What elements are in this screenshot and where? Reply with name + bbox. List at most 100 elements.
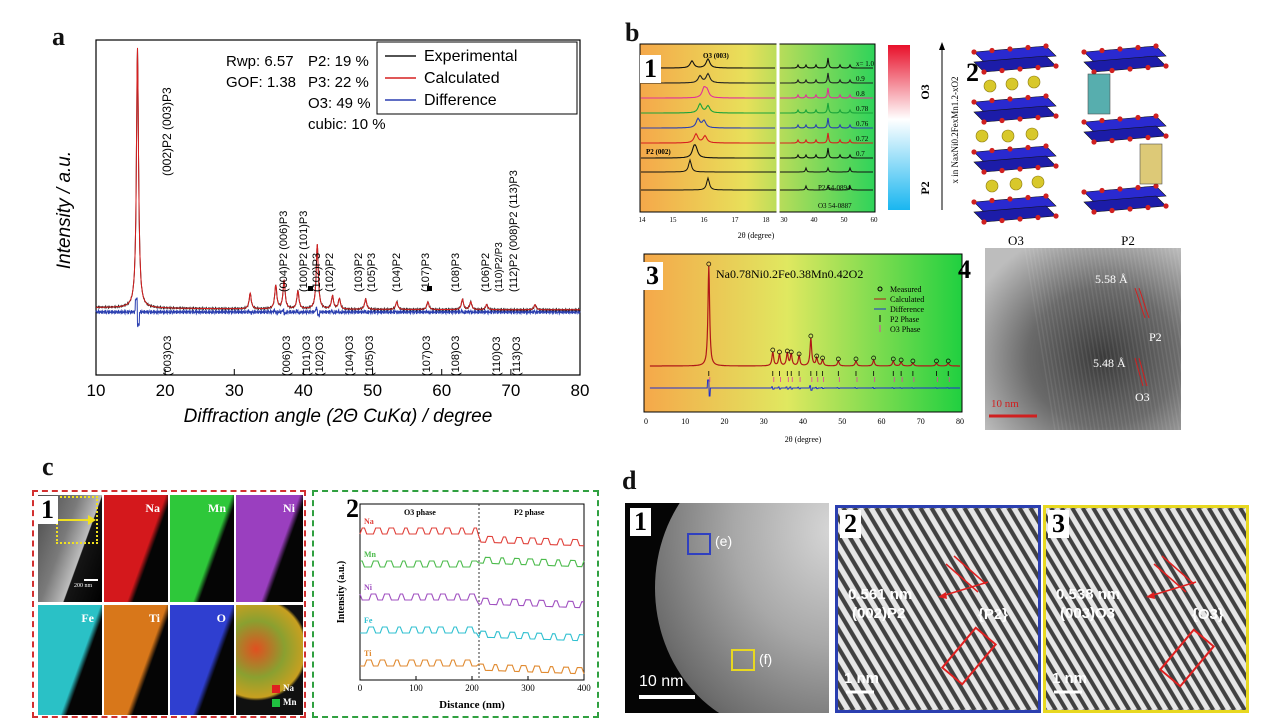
c1-number: 1: [37, 496, 58, 524]
na-atom: [1031, 175, 1045, 189]
oxygen-atom: [1017, 66, 1023, 72]
b1-tick-label: 18: [763, 216, 771, 224]
b3-measured-point: [820, 355, 825, 361]
lattice-fringe: [1164, 248, 1181, 350]
b3-measured-point: [706, 261, 712, 267]
oxygen-atom: [1007, 196, 1013, 202]
lattice-fringe-dark: [962, 508, 1038, 636]
oxygen-atom: [999, 67, 1005, 74]
lattice-fringe: [838, 508, 961, 710]
oxygen-atom: [1127, 136, 1133, 142]
lattice-fringe: [1011, 508, 1038, 554]
b1-sample-curve-high: [780, 147, 873, 159]
lattice-fringe-dark: [874, 508, 999, 710]
lattice-fringe: [1080, 248, 1112, 430]
lattice-fringe: [838, 651, 873, 710]
peak-label-108o3: (108)O3: [450, 336, 462, 376]
b3-tick-label: 70: [917, 417, 925, 426]
panel-b4-hrtem-image: 5.58 Å P2 5.48 Å O3 10 nm: [985, 248, 1181, 430]
oxygen-atom: [1007, 96, 1013, 102]
peak-label-107o3: (107)O3: [421, 336, 433, 376]
tile-label-mn: Mn: [208, 501, 226, 515]
lattice-fringe-dark: [929, 508, 1038, 692]
b2-label-o3: O3: [1008, 233, 1024, 248]
overlay-swatch-na: [272, 685, 280, 693]
lattice-fringe-dark: [907, 508, 1032, 710]
na-atom: [1027, 75, 1041, 89]
lattice-fringe-dark: [838, 587, 911, 710]
peak-label-106p2: (106)P2: [480, 253, 492, 292]
oxygen-atom: [1035, 214, 1041, 221]
lattice-fringe-dark: [1046, 583, 1121, 710]
b3-tick-label: 0: [644, 417, 648, 426]
d2-plane: (002)P2: [852, 605, 906, 622]
panel-b3-refinement-chart: Na0.78Ni0.2Fe0.38Mn0.42O2 MeasuredCalcul…: [643, 253, 964, 444]
lattice-fringe: [1108, 248, 1140, 430]
lattice-fringe: [1046, 591, 1116, 710]
b1-sample-curve-high: [780, 132, 873, 144]
oxygen-atom: [981, 119, 987, 125]
b1-reference-curve: [641, 176, 873, 191]
lattice-fringe-dark: [1049, 508, 1173, 710]
b3-legend-label: O3 Phase: [890, 325, 921, 334]
c2-x-label: Distance (nm): [439, 699, 505, 711]
lattice-fringe: [1127, 508, 1246, 708]
lattice-fringe: [1222, 508, 1246, 549]
oxygen-atom: [1099, 47, 1105, 54]
lattice-fringe: [1106, 508, 1232, 710]
o3-mo2-slab: [973, 145, 1057, 163]
panel-a-xrd-chart: 10 20 30 40 50 60 70 80 Intensity / a.u. Diffra…: [54, 39, 589, 427]
b1-peak-p2: P2 (002): [646, 148, 671, 156]
b3-tick-label: 40: [799, 417, 807, 426]
oxygen-atom: [1053, 63, 1059, 69]
lattice-fringe-dark: [838, 606, 900, 710]
legend-calculated: Calculated: [424, 70, 500, 87]
na-atom: [1009, 177, 1023, 191]
lattice-fringe: [1048, 248, 1080, 430]
panel-d2-hrtem-p2: 0.561 nm (002)P2 {P2} 1 nm: [835, 505, 1041, 713]
b4-d-spacing-p2: 5.58 Å: [1095, 272, 1128, 286]
b3-measured-point: [788, 349, 794, 355]
lattice-fringe: [1046, 609, 1106, 710]
oxygen-atom: [1153, 43, 1159, 49]
lattice-fringe-dark: [984, 508, 1038, 599]
lattice-fringe: [1136, 248, 1168, 430]
c2-tick-label: 100: [409, 683, 423, 693]
oxygen-atom: [1035, 64, 1041, 71]
oxygen-atom: [1135, 114, 1141, 121]
lattice-fringe-dark: [1186, 508, 1246, 610]
legend-difference: Difference: [424, 92, 497, 109]
overlay-label-na: Na: [283, 683, 294, 693]
d3-spacing: 0.538 nm: [1056, 586, 1121, 603]
oxygen-atom: [1091, 139, 1097, 145]
lattice-fringe-dark: [940, 508, 1038, 673]
na-prism: [1087, 73, 1111, 115]
lattice-fringe-dark: [1112, 508, 1236, 710]
plot-frame: [95, 39, 581, 376]
lattice-fringe-dark: [1196, 508, 1246, 592]
b1-tick-label: 60: [871, 216, 879, 224]
lattice-fringe: [890, 508, 1016, 710]
x-tick-label: 70: [501, 381, 520, 400]
peak-label-004p2: (004)P2 (006)P3: [278, 211, 290, 292]
d3-scale-bar: 1 nm: [1052, 670, 1088, 687]
b3-tick-label: 30: [760, 417, 768, 426]
b3-measured-point: [853, 356, 859, 362]
calculated-curve: [96, 47, 580, 311]
c2-number: 2: [346, 494, 359, 523]
lattice-fringe-dark: [1046, 513, 1163, 710]
b1-sample-curve: [641, 143, 775, 159]
b1-composition-label: 0.72: [856, 135, 869, 143]
b3-difference-curve: [649, 379, 960, 397]
lattice-fringe: [1075, 508, 1200, 710]
b1-sample-curve-high: [780, 57, 873, 69]
lattice-fringe-dark: [1046, 530, 1152, 710]
na-atom: [985, 179, 999, 193]
p2-mo2-slab: [1083, 45, 1167, 63]
oxygen-atom: [1081, 189, 1087, 195]
eds-tile-ni: Ni: [235, 494, 304, 603]
oxygen-atom: [1043, 93, 1049, 99]
lattice-fringe: [1046, 627, 1095, 710]
b1-sample-curve: [641, 117, 775, 129]
b1-sample-curve-high: [780, 117, 873, 129]
